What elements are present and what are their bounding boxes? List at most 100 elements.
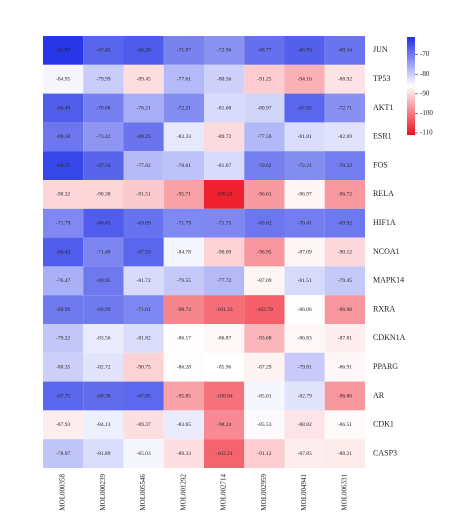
colorbar-tick-label: -70 [420, 50, 430, 58]
heatmap-cell [123, 439, 164, 468]
cell-label: -96.95 [257, 249, 271, 255]
heatmap-cell [324, 324, 365, 353]
heatmap-cell [284, 295, 325, 324]
cell-label: -87.09 [257, 278, 271, 284]
cell-label: -86.87 [217, 336, 231, 342]
row-label: ESR1 [373, 132, 392, 141]
heatmap-cell [244, 151, 285, 180]
cell-label: -91.25 [257, 76, 271, 82]
cell-label: -87.85 [298, 451, 312, 457]
heatmap-cell [244, 64, 285, 94]
cell-label: -67.59 [137, 249, 151, 255]
cell-label: -70.41 [298, 220, 312, 226]
column-label: MOL002959 [260, 474, 268, 511]
heatmap-cell [324, 180, 365, 209]
cell-label: -89.72 [217, 134, 231, 140]
heatmap-cell [204, 324, 245, 353]
cell-label: -69.09 [137, 220, 151, 226]
cell-label: -69.34 [338, 48, 352, 54]
heatmap-cell [204, 237, 245, 267]
heatmap-cell [43, 36, 84, 65]
cell-label: -89.33 [177, 451, 191, 457]
cell-label: -98.74 [177, 307, 191, 313]
heatmap-cell [163, 439, 204, 468]
heatmap-cell [83, 381, 124, 411]
cell-label: -102.21 [216, 451, 233, 457]
heatmap-cell [324, 266, 365, 296]
heatmap-cell [204, 410, 245, 440]
cell-label: -67.62 [298, 105, 312, 111]
heatmap-cell [324, 36, 365, 65]
heatmap-cell [284, 352, 325, 382]
cell-label: -86.83 [298, 336, 312, 342]
cell-label: -82.69 [338, 134, 352, 140]
cell-label: -71.48 [96, 249, 110, 255]
cell-label: -81.67 [217, 163, 231, 169]
cell-label: -89.37 [137, 422, 151, 428]
heatmap-cell [324, 151, 365, 180]
row-label: AKT1 [373, 103, 393, 112]
cell-label: -73.42 [96, 134, 110, 140]
heatmap-cell [204, 352, 245, 382]
heatmap-cell [123, 64, 164, 94]
cell-label: -90.38 [96, 192, 110, 198]
heatmap-cell [83, 439, 124, 468]
row-label: JUN [373, 45, 388, 54]
heatmap-cell [324, 410, 365, 440]
cell-label: -77.56 [257, 134, 271, 140]
heatmap-cell [43, 122, 84, 152]
cell-label: -69.99 [56, 307, 70, 313]
heatmap-cell [284, 381, 325, 411]
cell-label: -68.77 [257, 48, 271, 54]
column-label: MOL000358 [59, 474, 67, 511]
cell-label: -79.81 [298, 364, 312, 370]
cell-label: -83.33 [177, 134, 191, 140]
cell-label: -86.97 [298, 192, 312, 198]
cell-label: -79.22 [56, 336, 70, 342]
heatmap-cell [163, 151, 204, 180]
row-label: RELA [373, 189, 394, 198]
heatmap-cell [244, 122, 285, 152]
cell-label: -69.58 [56, 134, 70, 140]
cell-label: -81.81 [298, 134, 312, 140]
heatmap-cell [324, 295, 365, 324]
column-label: MOL002714 [220, 474, 228, 511]
cell-label: -66.93 [298, 48, 312, 54]
heatmap-cell [83, 64, 124, 94]
cell-label: -83.65 [177, 422, 191, 428]
cell-label: -77.82 [137, 163, 151, 169]
row-label: TP53 [373, 74, 390, 83]
colorbar-tick-label: -90 [420, 89, 430, 97]
cell-label: -71.07 [177, 48, 191, 54]
heatmap-cell [83, 295, 124, 324]
heatmap-cell [83, 410, 124, 440]
heatmap-cell [123, 266, 164, 296]
row-label: NCOA1 [373, 247, 400, 256]
heatmap-cell [284, 93, 325, 123]
column-label: MOL005546 [139, 474, 147, 511]
cell-label: -86.17 [177, 336, 191, 342]
heatmap-cell [324, 237, 365, 267]
heatmap-cell [204, 93, 245, 123]
heatmap-cell [123, 381, 164, 411]
cell-label: -87.09 [298, 249, 312, 255]
heatmap-cell [43, 151, 84, 180]
heatmap-cell [163, 352, 204, 382]
cell-label: -70.62 [257, 163, 271, 169]
heatmap-cell [163, 237, 204, 267]
heatmap-cell [204, 151, 245, 180]
heatmap-cell [43, 180, 84, 209]
heatmap-cell [244, 208, 285, 238]
cell-label: -88.82 [298, 422, 312, 428]
heatmap-cell [163, 122, 204, 152]
cell-label: -85.03 [137, 451, 151, 457]
cell-label: -79.55 [177, 278, 191, 284]
cell-label: -109.24 [216, 192, 233, 198]
cell-label: -71.73 [217, 220, 231, 226]
column-label: MOL004941 [300, 474, 308, 511]
heatmap-cell [244, 352, 285, 382]
heatmap-cell [163, 64, 204, 94]
heatmap-cell [43, 381, 84, 411]
heatmap-cell [83, 151, 124, 180]
cell-label: -71.61 [137, 307, 151, 313]
